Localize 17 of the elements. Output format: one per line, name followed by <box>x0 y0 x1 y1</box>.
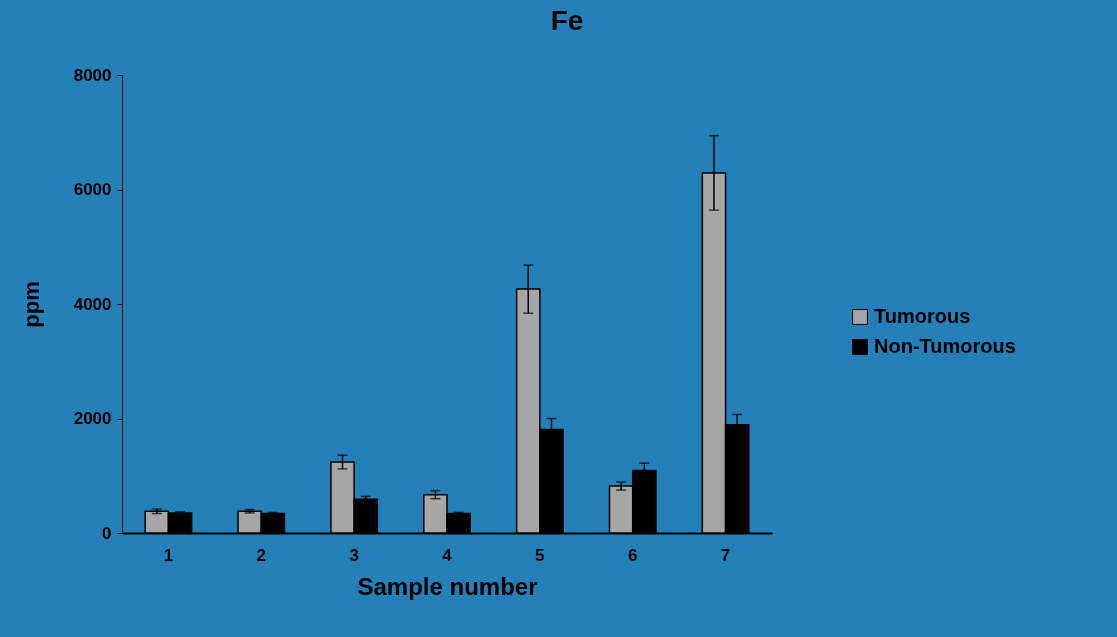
y-tick-label: 8000 <box>73 65 112 85</box>
y-tick-label: 2000 <box>73 409 112 428</box>
y-axis-title: ppm <box>18 281 44 328</box>
x-tick-label: 2 <box>256 545 267 565</box>
x-tick-label: 4 <box>442 545 453 565</box>
x-tick-label: 5 <box>535 545 545 565</box>
x-axis-title: Sample number <box>357 572 538 600</box>
legend-label: Tumorous <box>874 305 971 327</box>
y-tick-label: 6000 <box>73 180 112 199</box>
x-tick-label: 3 <box>349 545 359 565</box>
legend-label: Non-Tumorous <box>874 335 1016 357</box>
x-tick-label: 6 <box>627 545 638 565</box>
y-tick-label: 4000 <box>73 294 112 314</box>
x-tick-label: 1 <box>163 545 174 565</box>
y-tick-label: 0 <box>102 523 112 543</box>
x-tick-label: 7 <box>720 545 731 565</box>
chart-title: Fe <box>550 5 584 36</box>
